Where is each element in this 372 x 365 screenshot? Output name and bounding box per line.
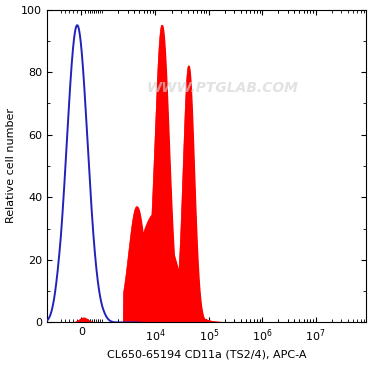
- Y-axis label: Relative cell number: Relative cell number: [6, 108, 16, 223]
- Text: WWW.PTGLAB.COM: WWW.PTGLAB.COM: [147, 81, 299, 95]
- X-axis label: CL650-65194 CD11a (TS2/4), APC-A: CL650-65194 CD11a (TS2/4), APC-A: [107, 349, 307, 360]
